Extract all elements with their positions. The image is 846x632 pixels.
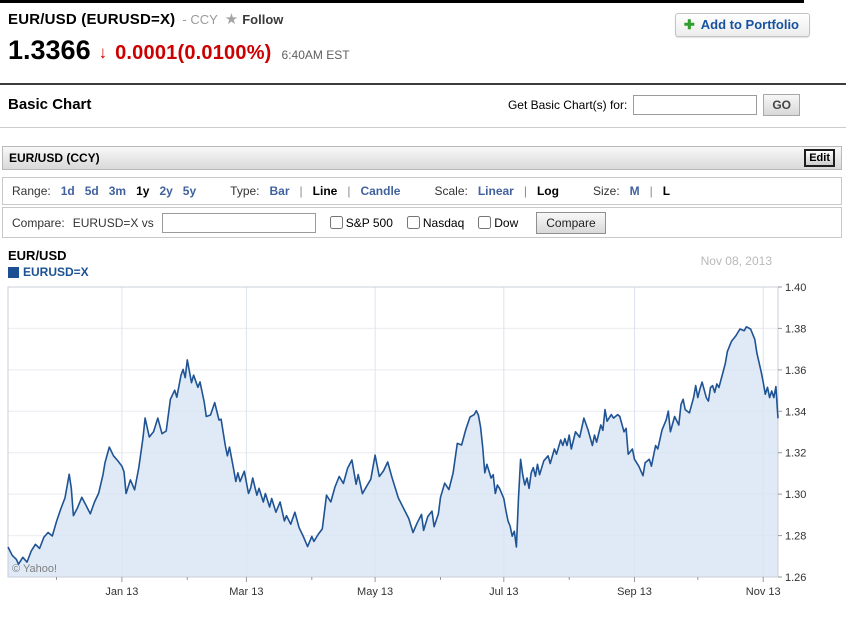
- legend-swatch-icon: [8, 266, 19, 278]
- star-icon[interactable]: ★: [224, 11, 239, 28]
- type-option-candle[interactable]: Candle: [360, 184, 401, 198]
- separator: |: [523, 184, 527, 198]
- yahoo-watermark: © Yahoo!: [12, 563, 58, 575]
- y-axis-label: 1.26: [785, 572, 806, 584]
- edit-button[interactable]: Edit: [804, 149, 835, 167]
- compare-toolbar: Compare: EURUSD=X vs S&P 500 Nasdaq Dow …: [2, 207, 842, 238]
- price-line: [7, 326, 779, 565]
- price-chart: 1.40 1.38 1.36 1.34 1.32 1.30 1.28 1.26 Jan 13 Ma…: [7, 282, 806, 598]
- x-axis-label: Jul 13: [489, 586, 518, 598]
- change-percent: (0.0100%): [177, 42, 272, 64]
- size-label: Size:: [592, 184, 620, 198]
- range-option-1y-selected: 1y: [136, 184, 150, 198]
- section-divider: [0, 127, 846, 128]
- compare-button[interactable]: Compare: [536, 211, 606, 234]
- change-value: 0.0001: [115, 42, 178, 64]
- area-fill: [8, 326, 778, 577]
- plus-icon: ✚: [683, 17, 695, 32]
- x-axis-label: Nov 13: [746, 586, 781, 598]
- scale-option-linear[interactable]: Linear: [477, 184, 514, 198]
- size-option-l-selected: L: [662, 184, 671, 198]
- header-divider: [0, 83, 846, 85]
- scale-label: Scale:: [434, 184, 468, 198]
- get-chart-label: Get Basic Chart(s) for:: [507, 98, 628, 112]
- range-label: Range:: [12, 184, 51, 198]
- dow-checkbox[interactable]: [478, 216, 492, 229]
- size-option-m[interactable]: M: [629, 184, 640, 198]
- price-chart-area: 1.40 1.38 1.36 1.34 1.32 1.30 1.28 1.26 Jan 13 Ma…: [0, 246, 846, 610]
- nasdaq-checkbox-label: Nasdaq: [422, 215, 465, 230]
- sp500-checkbox-label: S&P 500: [345, 215, 393, 230]
- follow-control[interactable]: ★ Follow: [225, 12, 284, 27]
- compare-symbol-input[interactable]: [161, 212, 316, 233]
- y-axis-label: 1.40: [785, 282, 806, 294]
- range-option-5y[interactable]: 5y: [182, 184, 197, 198]
- type-option-bar[interactable]: Bar: [269, 184, 290, 198]
- compare-label: Compare:: [12, 215, 65, 230]
- quote-price: 1.3366: [8, 35, 91, 65]
- top-border-rule: [0, 0, 804, 3]
- x-axis-label: Jan 13: [105, 586, 138, 598]
- follow-label[interactable]: Follow: [242, 12, 284, 27]
- sp500-checkbox[interactable]: [329, 216, 343, 229]
- x-axis-label: Mar 13: [229, 586, 263, 598]
- type-option-line-selected: Line: [312, 184, 338, 198]
- dow-checkbox-label: Dow: [494, 215, 519, 230]
- quote-timestamp: 6:40AM EST: [281, 48, 350, 62]
- chart-module-title: EUR/USD (CCY): [9, 151, 100, 165]
- y-axis-label: 1.32: [785, 448, 806, 460]
- compare-symbol-vs: EURUSD=X vs: [72, 215, 154, 230]
- range-option-1d[interactable]: 1d: [60, 184, 75, 198]
- y-axis-label: 1.28: [785, 531, 806, 543]
- down-arrow-icon: ↓: [98, 43, 108, 62]
- chart-title: EUR/USD: [8, 248, 67, 263]
- range-option-3m[interactable]: 3m: [108, 184, 127, 198]
- chart-options-toolbar: Range: 1d 5d 3m 1y 2y 5y Type: Bar | Lin…: [2, 177, 842, 205]
- separator: |: [299, 184, 303, 198]
- x-axis-label: Sep 13: [617, 586, 652, 598]
- y-axis-label: 1.36: [785, 365, 806, 377]
- quote-title: EUR/USD (EURUSD=X): [8, 11, 176, 28]
- plot-border: [7, 286, 779, 578]
- chart-module-titlebar: EUR/USD (CCY) Edit: [2, 146, 842, 170]
- separator: |: [347, 184, 351, 198]
- page-title: Basic Chart: [8, 96, 92, 113]
- add-to-portfolio-button[interactable]: ✚ Add to Portfolio: [674, 13, 810, 37]
- add-to-portfolio-label: Add to Portfolio: [700, 17, 799, 32]
- quote-header: EUR/USD (EURUSD=X) - CCY ★ Follow 1.3366…: [8, 11, 846, 65]
- nasdaq-checkbox[interactable]: [406, 216, 420, 229]
- range-option-2y[interactable]: 2y: [159, 184, 173, 198]
- quote-exchange-label: - CCY: [182, 12, 218, 27]
- range-option-5d[interactable]: 5d: [84, 184, 99, 198]
- symbol-lookup-input[interactable]: [633, 95, 758, 115]
- y-axis-label: 1.34: [785, 406, 806, 418]
- type-label: Type:: [230, 184, 260, 198]
- quote-change: 0.0001(0.0100%): [115, 42, 271, 65]
- y-axis-label: 1.38: [785, 323, 806, 335]
- go-button[interactable]: GO: [763, 94, 800, 116]
- scale-option-log-selected: Log: [536, 184, 559, 198]
- x-axis-label: May 13: [357, 586, 393, 598]
- separator: |: [649, 184, 653, 198]
- chart-legend: EURUSD=X: [8, 265, 89, 279]
- y-axis-label: 1.30: [785, 489, 806, 501]
- basic-chart-header-row: Basic Chart Get Basic Chart(s) for: GO: [0, 92, 846, 122]
- legend-symbol-label: EURUSD=X: [23, 265, 89, 279]
- chart-date-label: Nov 08, 2013: [700, 254, 772, 268]
